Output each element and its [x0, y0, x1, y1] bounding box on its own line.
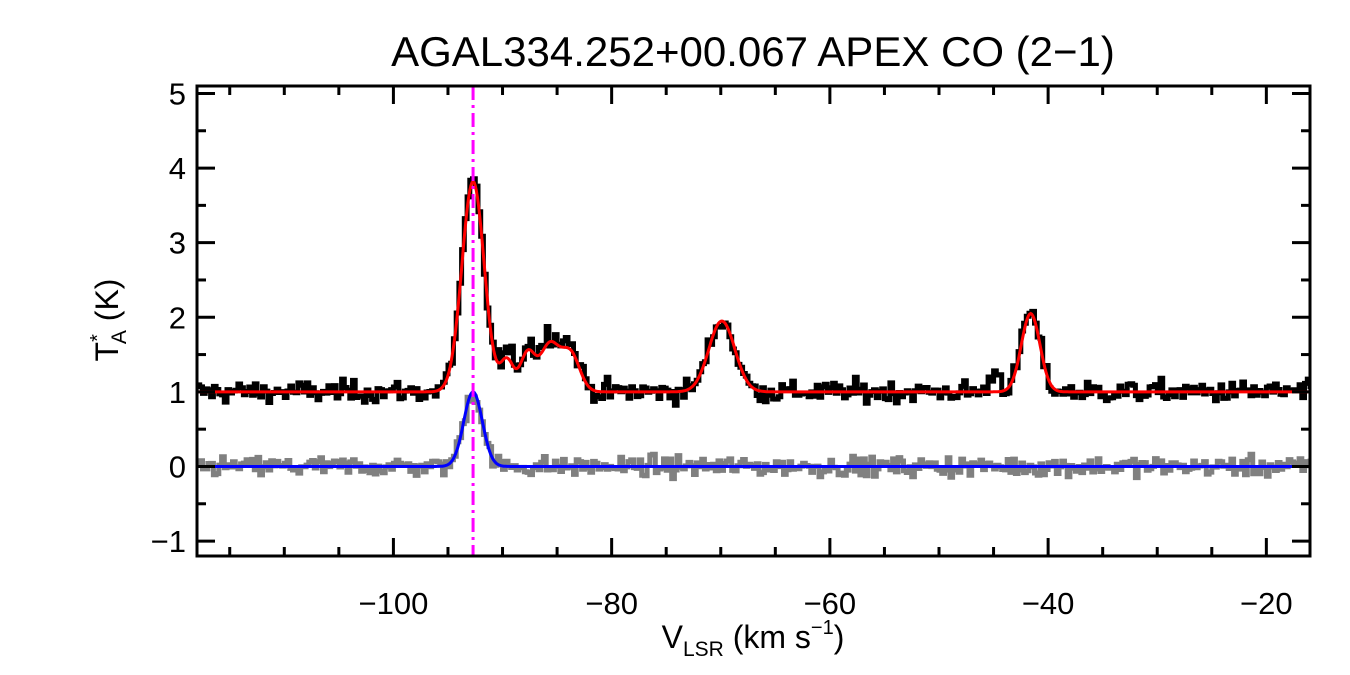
- spectrum-histogram-2: [197, 394, 1310, 482]
- x-tick-label: −20: [1240, 586, 1293, 621]
- x-tick-label: −100: [358, 586, 428, 621]
- chart-title: AGAL334.252+00.067 APEX CO (2−1): [391, 28, 1115, 75]
- y-tick-label: 0: [169, 449, 186, 484]
- x-tick-label: −80: [585, 586, 638, 621]
- y-tick-label: 1: [169, 375, 186, 410]
- y-axis-label-rest: (K): [89, 279, 125, 331]
- y-tick-label: 5: [169, 76, 186, 111]
- x-tick-label: −60: [804, 586, 857, 621]
- y-tick-label: 4: [169, 151, 186, 186]
- x-axis-label-rest: (km s: [724, 619, 811, 655]
- x-axis-label: VLSR (km s−1): [662, 617, 845, 661]
- y-axis-label-superscript: *: [87, 334, 109, 342]
- y-axis-label: T*A (K): [87, 279, 131, 362]
- plot-frame: [195, 84, 1312, 558]
- y-axis-label-subscript: A: [108, 330, 131, 344]
- x-axis-label-end: ): [834, 619, 845, 655]
- fit-line-3: [197, 390, 1310, 468]
- fit-line-1: [197, 179, 1310, 394]
- y-tick-label: −1: [151, 524, 186, 559]
- x-axis-label-subscript: LSR: [683, 638, 724, 661]
- y-tick-label: 3: [169, 226, 186, 261]
- y-tick-label: 2: [169, 300, 186, 335]
- x-tick-label: −40: [1022, 586, 1075, 621]
- x-axis-label-superscript: −1: [811, 617, 834, 639]
- tick-layer: [197, 86, 1310, 556]
- series-layer: [197, 176, 1310, 482]
- tick-label-layer: −100 −80 −60 −40 −20 −1 0 1 2 3 4 5: [151, 76, 1293, 621]
- x-axis-label-main: V: [662, 619, 684, 655]
- spectrum-histogram-0: [197, 176, 1310, 408]
- y-axis-label-main: T: [89, 342, 125, 362]
